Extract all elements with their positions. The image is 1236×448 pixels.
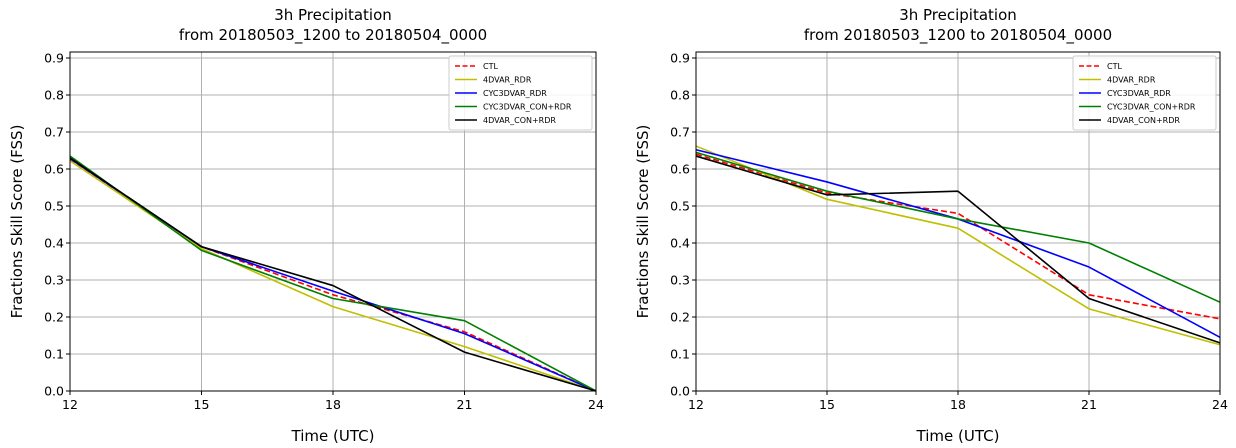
- y-tick-label: 0.4: [44, 236, 64, 251]
- y-tick-label: 0.3: [670, 273, 690, 288]
- y-tick-label: 0.8: [44, 88, 64, 103]
- legend-box: [448, 55, 593, 131]
- y-tick-label: 0.5: [44, 199, 64, 214]
- chart-title: 3h Precipitation: [899, 6, 1017, 24]
- series-line-4dvar-con-rdr: [695, 155, 1221, 344]
- legend-label: CYC3DVAR_RDR: [483, 89, 547, 98]
- x-axis-label: Time (UTC): [291, 427, 375, 445]
- x-tick-label: 12: [688, 397, 704, 412]
- y-tick-label: 0.6: [44, 162, 64, 177]
- y-tick-label: 0.1: [670, 347, 690, 362]
- y-tick-label: 0.2: [670, 310, 690, 325]
- series-line-ctl: [695, 153, 1221, 320]
- legend-label: 4DVAR_RDR: [483, 76, 532, 85]
- y-axis-label: Fractions Skill Score (FSS): [634, 125, 652, 319]
- x-tick-label: 18: [950, 397, 966, 412]
- y-tick-label: 0.2: [44, 310, 64, 325]
- y-tick-label: 0.4: [670, 236, 690, 251]
- x-tick-label: 15: [194, 397, 210, 412]
- y-tick-label: 0.5: [670, 199, 690, 214]
- y-tick-label: 0.0: [44, 384, 64, 399]
- legend-label: CYC3DVAR_CON+RDR: [1107, 103, 1196, 112]
- legend: CTL 4DVAR_RDR CYC3DVAR_RDR CYC3DVAR_CON+RDR…: [448, 55, 593, 131]
- legend-label: CYC3DVAR_CON+RDR: [483, 103, 572, 112]
- x-tick-label: 24: [588, 397, 604, 412]
- legend-label: CTL: [1107, 62, 1122, 71]
- y-axis-label: Fractions Skill Score (FSS): [8, 125, 26, 319]
- y-tick-label: 0.1: [44, 347, 64, 362]
- legend: CTL 4DVAR_RDR CYC3DVAR_RDR CYC3DVAR_CON+RDR…: [1072, 55, 1217, 131]
- legend-label: 4DVAR_CON+RDR: [483, 116, 556, 125]
- chart-panel-2: 3h Precipitation from 20180503_1200 to 20…: [634, 6, 1228, 445]
- y-tick-label: 0.6: [670, 162, 690, 177]
- y-tick-label: 0.0: [670, 384, 690, 399]
- legend-label: CTL: [483, 62, 498, 71]
- x-tick-label: 12: [62, 397, 78, 412]
- x-tick-label: 24: [1212, 397, 1228, 412]
- series-line-4dvar-con-rdr: [69, 157, 597, 392]
- series-line-ctl: [69, 158, 597, 392]
- y-tick-label: 0.7: [670, 125, 690, 140]
- y-tick-label: 0.3: [44, 273, 64, 288]
- y-tick-label: 0.7: [44, 125, 64, 140]
- x-tick-label: 18: [325, 397, 341, 412]
- chart-title: 3h Precipitation: [274, 6, 392, 24]
- y-tick-label: 0.9: [44, 51, 64, 66]
- x-tick-label: 21: [457, 397, 473, 412]
- legend-box: [1072, 55, 1217, 131]
- y-tick-label: 0.9: [670, 51, 690, 66]
- legend-label: 4DVAR_CON+RDR: [1107, 116, 1180, 125]
- x-tick-label: 21: [1081, 397, 1097, 412]
- chart-subtitle: from 20180503_1200 to 20180504_0000: [179, 26, 487, 45]
- series-line-cyc3dvar-con-rdr: [69, 155, 597, 392]
- series-line-cyc3dvar-con-rdr: [695, 151, 1221, 303]
- chart-panel-1: 3h Precipitation from 20180503_1200 to 20…: [8, 6, 604, 445]
- legend-label: CYC3DVAR_RDR: [1107, 89, 1171, 98]
- x-tick-label: 15: [819, 397, 835, 412]
- chart-subtitle: from 20180503_1200 to 20180504_0000: [804, 26, 1112, 45]
- x-axis-label: Time (UTC): [916, 427, 1000, 445]
- y-tick-label: 0.8: [670, 88, 690, 103]
- legend-label: 4DVAR_RDR: [1107, 76, 1156, 85]
